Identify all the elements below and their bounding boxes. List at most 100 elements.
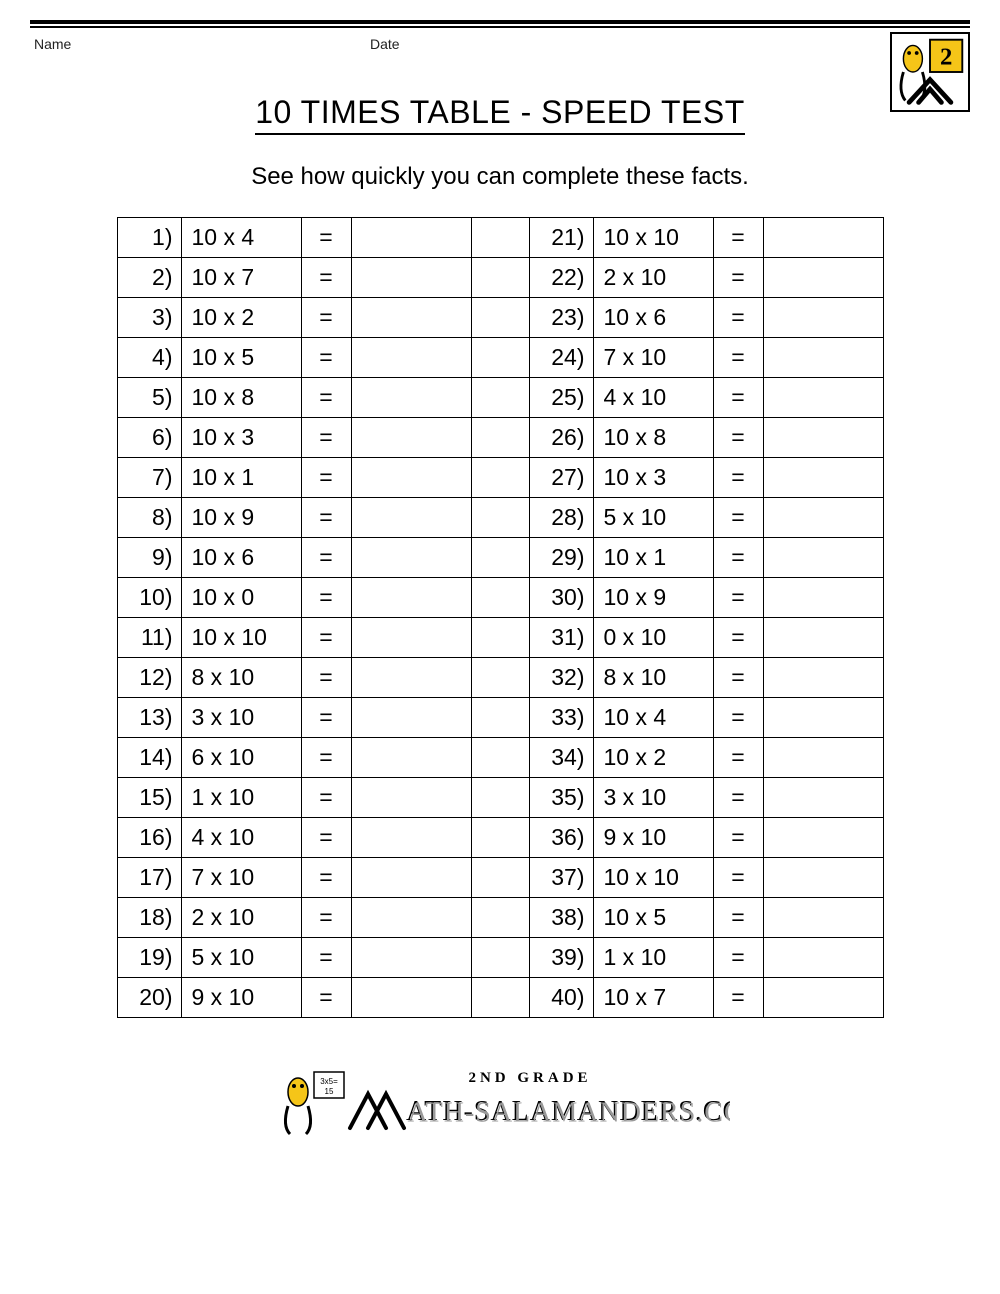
question-expression: 1 x 10: [593, 938, 713, 978]
question-number: 11): [117, 618, 181, 658]
column-spacer: [471, 698, 529, 738]
equals-sign: =: [301, 338, 351, 378]
answer-blank: [763, 418, 883, 458]
answer-blank: [763, 338, 883, 378]
question-number: 30): [529, 578, 593, 618]
question-number: 1): [117, 218, 181, 258]
question-number: 17): [117, 858, 181, 898]
table-row: 6)10 x 3=26)10 x 8=: [117, 418, 883, 458]
table-row: 14)6 x 10=34)10 x 2=: [117, 738, 883, 778]
answer-blank: [351, 418, 471, 458]
question-expression: 2 x 10: [181, 898, 301, 938]
equals-sign: =: [713, 538, 763, 578]
equals-sign: =: [713, 658, 763, 698]
question-expression: 10 x 3: [181, 418, 301, 458]
table-row: 3)10 x 2=23)10 x 6=: [117, 298, 883, 338]
question-number: 34): [529, 738, 593, 778]
question-number: 14): [117, 738, 181, 778]
page-subtitle: See how quickly you can complete these f…: [30, 163, 970, 191]
answer-blank: [351, 218, 471, 258]
question-expression: 10 x 10: [593, 218, 713, 258]
question-number: 32): [529, 658, 593, 698]
question-number: 19): [117, 938, 181, 978]
brand-logo: 2: [890, 32, 970, 112]
question-number: 26): [529, 418, 593, 458]
equals-sign: =: [301, 498, 351, 538]
answer-blank: [351, 578, 471, 618]
table-row: 2)10 x 7=22)2 x 10=: [117, 258, 883, 298]
question-expression: 10 x 4: [593, 698, 713, 738]
question-number: 40): [529, 978, 593, 1018]
question-expression: 5 x 10: [181, 938, 301, 978]
question-expression: 10 x 5: [181, 338, 301, 378]
equals-sign: =: [301, 298, 351, 338]
question-expression: 2 x 10: [593, 258, 713, 298]
footer-brand-text: 2ND GRADE: [468, 1070, 591, 1086]
answer-blank: [351, 618, 471, 658]
question-expression: 4 x 10: [181, 818, 301, 858]
equals-sign: =: [713, 858, 763, 898]
answer-blank: [763, 578, 883, 618]
answer-blank: [763, 498, 883, 538]
question-expression: 10 x 10: [593, 858, 713, 898]
question-number: 27): [529, 458, 593, 498]
column-spacer: [471, 978, 529, 1018]
meta-row: Name Date 2: [30, 36, 970, 66]
question-number: 37): [529, 858, 593, 898]
table-row: 8)10 x 9=28)5 x 10=: [117, 498, 883, 538]
question-expression: 3 x 10: [181, 698, 301, 738]
column-spacer: [471, 618, 529, 658]
worksheet-page: Name Date 2 10 TIMES TABLE - SPEED TEST …: [0, 0, 1000, 1183]
question-expression: 10 x 3: [593, 458, 713, 498]
question-number: 10): [117, 578, 181, 618]
equals-sign: =: [301, 898, 351, 938]
question-expression: 7 x 10: [593, 338, 713, 378]
equals-sign: =: [713, 938, 763, 978]
answer-blank: [351, 658, 471, 698]
equals-sign: =: [301, 658, 351, 698]
answer-blank: [351, 298, 471, 338]
equals-sign: =: [301, 378, 351, 418]
question-number: 9): [117, 538, 181, 578]
equals-sign: =: [713, 978, 763, 1018]
answer-blank: [351, 698, 471, 738]
question-number: 18): [117, 898, 181, 938]
question-expression: 10 x 10: [181, 618, 301, 658]
question-expression: 7 x 10: [181, 858, 301, 898]
equals-sign: =: [301, 698, 351, 738]
column-spacer: [471, 498, 529, 538]
answer-blank: [351, 338, 471, 378]
name-label: Name: [34, 36, 71, 52]
question-number: 36): [529, 818, 593, 858]
equals-sign: =: [713, 578, 763, 618]
answer-blank: [763, 858, 883, 898]
table-row: 10)10 x 0=30)10 x 9=: [117, 578, 883, 618]
equals-sign: =: [301, 418, 351, 458]
question-expression: 10 x 1: [593, 538, 713, 578]
table-row: 18)2 x 10=38)10 x 5=: [117, 898, 883, 938]
question-expression: 4 x 10: [593, 378, 713, 418]
question-number: 12): [117, 658, 181, 698]
question-expression: 10 x 6: [593, 298, 713, 338]
table-row: 16)4 x 10=36)9 x 10=: [117, 818, 883, 858]
footer-logo: 3x5= 15 2ND GRADE ATH-SALAMANDERS.COM AT…: [270, 1058, 730, 1148]
answer-blank: [351, 778, 471, 818]
answer-blank: [763, 898, 883, 938]
table-row: 9)10 x 6=29)10 x 1=: [117, 538, 883, 578]
equals-sign: =: [301, 818, 351, 858]
question-expression: 3 x 10: [593, 778, 713, 818]
equals-sign: =: [713, 818, 763, 858]
table-row: 15)1 x 10=35)3 x 10=: [117, 778, 883, 818]
question-number: 39): [529, 938, 593, 978]
equals-sign: =: [713, 498, 763, 538]
question-expression: 10 x 6: [181, 538, 301, 578]
question-number: 22): [529, 258, 593, 298]
table-row: 5)10 x 8=25)4 x 10=: [117, 378, 883, 418]
column-spacer: [471, 778, 529, 818]
question-expression: 10 x 1: [181, 458, 301, 498]
answer-blank: [351, 538, 471, 578]
column-spacer: [471, 458, 529, 498]
answer-blank: [763, 658, 883, 698]
answer-blank: [763, 738, 883, 778]
equals-sign: =: [713, 698, 763, 738]
